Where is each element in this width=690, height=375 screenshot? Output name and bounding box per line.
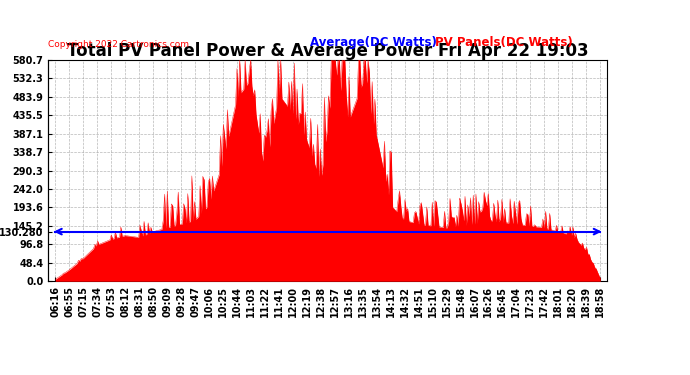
Text: Copyright 2022 Cartronics.com: Copyright 2022 Cartronics.com bbox=[48, 40, 189, 49]
Title: Total PV Panel Power & Average Power Fri Apr 22 19:03: Total PV Panel Power & Average Power Fri… bbox=[67, 42, 589, 60]
Text: PV Panels(DC Watts): PV Panels(DC Watts) bbox=[435, 36, 573, 49]
Text: Average(DC Watts): Average(DC Watts) bbox=[310, 36, 437, 49]
